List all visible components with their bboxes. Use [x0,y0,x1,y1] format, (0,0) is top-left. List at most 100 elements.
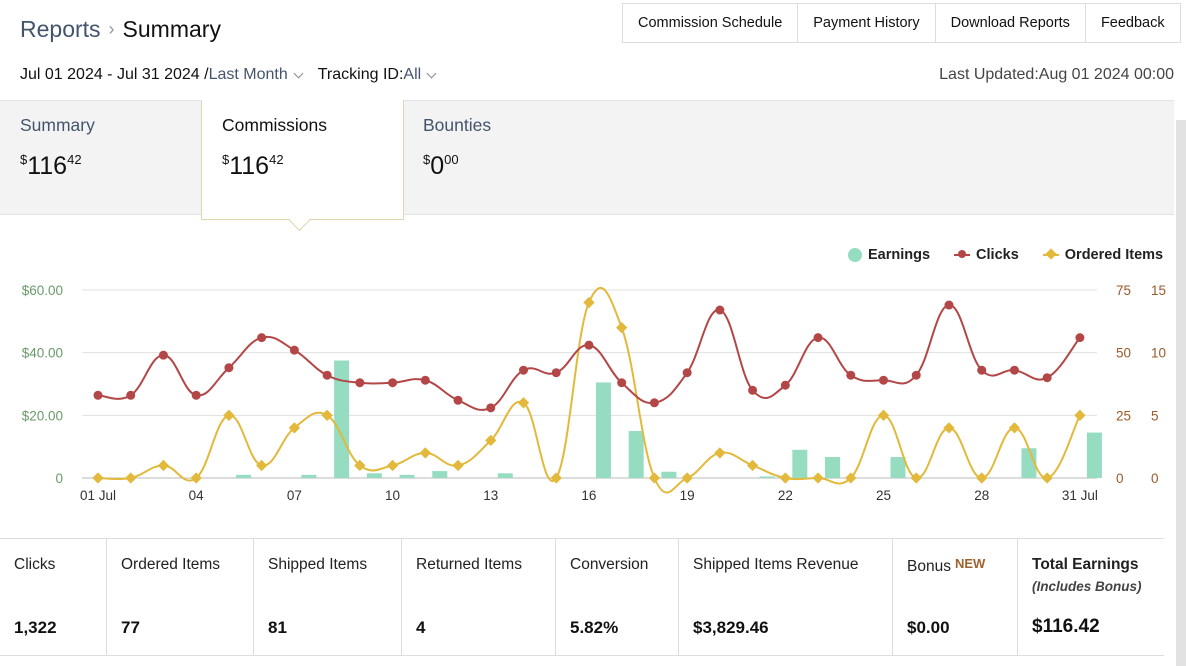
stat-value: 5.82% [570,618,619,637]
ordered-items-point [125,472,137,484]
earnings-bar [235,474,251,478]
y-right-clicks-tick-label: 75 [1116,283,1131,298]
payment-history-button[interactable]: Payment History [798,4,936,42]
commission-schedule-button[interactable]: Commission Schedule [623,4,799,42]
x-tick-label: 28 [974,488,989,503]
stat-returned-items: Returned Items 4 [402,539,556,655]
clicks-point [1042,373,1052,383]
tab-commissions-amount: $11642 [222,152,284,180]
x-tick-label: 04 [189,488,205,503]
x-tick-label: 31 Jul [1062,488,1098,503]
new-badge: NEW [954,556,986,571]
clicks-point [715,305,725,315]
clicks-point [420,375,430,385]
x-tick-label: 10 [385,488,400,503]
clicks-point [682,368,692,378]
clicks-point [355,378,365,388]
ordered-items-point [190,472,202,484]
legend-clicks[interactable]: Clicks [954,247,1019,263]
clicks-point [158,350,168,360]
earnings-bar [792,449,808,478]
clicks-point [388,378,398,388]
earnings-bar [334,360,350,478]
legend-earnings-label: Earnings [868,247,931,263]
scrollbar[interactable] [1176,120,1186,666]
clicks-point [224,363,234,373]
date-preset-dropdown[interactable]: Last Month [208,66,288,83]
ordered-items-point [616,321,628,334]
chevron-down-icon[interactable] [293,68,304,78]
ordered-items-point [943,422,955,434]
ordered-items-point [288,422,301,434]
tracking-id-dropdown[interactable]: All [403,66,422,83]
download-reports-button[interactable]: Download Reports [936,4,1086,42]
x-tick-label: 25 [876,488,891,503]
clicks-point [879,375,889,385]
ordered-items-point [157,459,170,472]
chevron-down-icon[interactable] [426,68,437,78]
clicks-point [813,333,823,343]
stat-ordered-items: Ordered Items 77 [107,539,254,655]
legend-ordered-swatch [1042,248,1059,260]
stat-label: Ordered Items [121,556,221,573]
clicks-point [453,395,463,405]
top-nav: Commission Schedule Payment History Down… [622,3,1181,43]
clicks-line [97,304,1081,411]
ordered-items-point [845,472,857,484]
ordered-items-point [321,409,333,421]
clicks-point [518,365,528,375]
ordered-items-point [681,472,693,484]
clicks-point [289,345,299,355]
earnings-bar [890,457,906,478]
clicks-point [944,300,954,310]
tab-commissions[interactable]: Commissions $11642 [201,100,404,220]
earnings-bar [759,476,775,478]
clicks-point [780,380,790,390]
x-tick-label: 01 Jul [80,488,116,503]
ordered-items-point [386,459,399,472]
tab-bounties-amount: $000 [423,152,459,180]
stat-label: Shipped Items [268,556,368,573]
stat-value: 81 [268,618,287,637]
x-tick-label: 19 [680,488,695,503]
clicks-point [126,390,136,400]
tracking-id-label: Tracking ID: [317,66,404,83]
stat-value: $3,829.46 [693,618,769,637]
x-tick-label: 07 [287,488,302,503]
y-right-ordered-tick-label: 15 [1151,283,1166,298]
feedback-button[interactable]: Feedback [1086,4,1181,42]
legend-clicks-label: Clicks [976,247,1019,263]
earnings-bar [595,382,611,478]
stat-label: Shipped Items Revenue [693,556,859,573]
y-left-tick-label: $40.00 [22,346,63,361]
tab-summary-amount: $11642 [20,152,82,180]
ordered-items-point [223,409,235,421]
tab-bounties[interactable]: Bounties $000 [403,100,604,213]
ordered-items-point [976,472,988,484]
y-right-clicks-tick-label: 50 [1116,346,1131,361]
x-tick-label: 13 [483,488,498,503]
stat-value: 1,322 [14,618,57,637]
tab-summary[interactable]: Summary $11642 [0,100,201,213]
legend-ordered[interactable]: Ordered Items [1042,247,1164,263]
ordered-items-line [97,287,1081,494]
stat-shipped-items: Shipped Items 81 [254,539,402,655]
ordered-items-point [746,459,759,472]
legend-ordered-label: Ordered Items [1064,247,1164,263]
stat-label: Conversion [570,556,649,573]
y-right-ordered-tick-label: 5 [1151,408,1159,423]
breadcrumb-reports-link[interactable]: Reports [20,16,101,42]
page-title: Summary [122,16,221,42]
ordered-items-point [485,434,497,447]
earnings-bar [825,457,841,478]
earnings-bar [628,431,644,478]
chart-legend: Earnings Clicks Ordered Items [848,247,1163,263]
summary-tabs-strip [0,100,1174,215]
legend-earnings[interactable]: Earnings [848,247,930,263]
stat-label: Clicks [14,556,56,573]
clicks-point [617,378,627,388]
clicks-point [191,390,201,400]
tab-summary-label: Summary [20,115,95,135]
stat-conversion: Conversion 5.82% [556,539,679,655]
legend-clicks-swatch [954,250,971,258]
